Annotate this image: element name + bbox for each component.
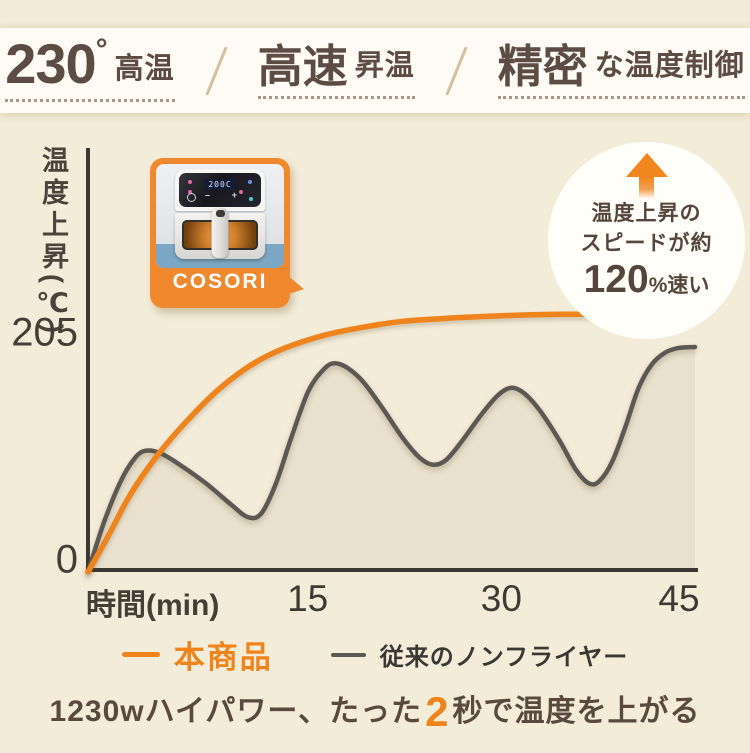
- feature-fast-label-big: 高速: [257, 40, 348, 92]
- feature-fast-heating: 高速 昇温: [257, 40, 415, 99]
- legend-label-conventional: 従来のノンフライヤー: [379, 644, 629, 671]
- control-panel: – + 200C: [179, 173, 261, 207]
- x-tick-label: 15: [287, 578, 329, 619]
- feature-banner: 230 ° 高温 高速 昇温 精密 な温度制御: [0, 28, 750, 113]
- y-tick-label: 0: [55, 537, 78, 582]
- legend-item-conventional: 従来のノンフライヤー: [330, 637, 629, 672]
- product-photo-card: – + 200C COSORI: [150, 158, 304, 308]
- conventional-curve: [85, 344, 698, 575]
- product-photo: – + 200C: [156, 164, 284, 268]
- feature-precise-label-big: 精密: [497, 40, 588, 92]
- badge-percent-row: 120 %速い: [584, 258, 710, 302]
- y-axis-title: 温度上昇(℃): [38, 146, 68, 338]
- speed-badge: 温度上昇の スピードが約 120 %速い: [548, 142, 745, 339]
- chart-legend: 本商品 従来のノンフライヤー: [0, 632, 750, 677]
- badge-percent-value: 120: [583, 257, 649, 301]
- fryer-drawer: [175, 208, 265, 259]
- degree-symbol: °: [95, 33, 108, 67]
- arrow-up-icon: [625, 153, 668, 199]
- legend-dash-conventional: [330, 652, 366, 657]
- product-curve: [85, 311, 596, 575]
- cosori-logo: COSORI: [172, 270, 268, 293]
- panel-icon: [188, 180, 192, 184]
- footer-highlight-number: 2: [425, 688, 450, 735]
- feature-precise-control: 精密 な温度制御: [497, 40, 745, 99]
- slash-divider: [445, 45, 468, 96]
- conventional-curve-fill: [88, 347, 695, 572]
- panel-icon: [239, 190, 243, 194]
- footer-text-post: 秒で温度を上がる: [452, 695, 701, 728]
- footer-text-pre: 1230wハイパワー、たった: [49, 695, 423, 728]
- x-axis-title: 時間(min): [86, 589, 220, 622]
- legend-item-product: 本商品: [121, 632, 273, 677]
- feature-fast-label-small: 昇温: [354, 50, 415, 82]
- temperature-display: 200C: [204, 179, 236, 190]
- panel-icon: [249, 197, 253, 201]
- feature-230-value: 230: [5, 32, 96, 96]
- footer-claim: 1230wハイパワー、たった2 秒で温度を上がる: [0, 686, 750, 736]
- legend-dash-product: [121, 652, 160, 657]
- power-icon: [187, 193, 196, 202]
- feature-high-temp-label: 高温: [114, 52, 175, 85]
- panel-icon: [188, 190, 192, 194]
- feature-high-temp: 230 ° 高温: [5, 32, 175, 102]
- x-tick-label: 45: [658, 578, 700, 619]
- badge-text-line2: スピードが約: [580, 232, 713, 256]
- legend-label-product: 本商品: [173, 640, 273, 675]
- y-tick-label: 205: [11, 310, 78, 355]
- feature-precise-label-small: な温度制御: [594, 50, 745, 82]
- x-tick-label: 30: [480, 578, 522, 619]
- air-fryer-illustration: – + 200C: [175, 169, 265, 263]
- panel-icon: [248, 180, 252, 184]
- badge-text-line1: 温度上昇の: [591, 202, 702, 225]
- drawer-handle: [211, 208, 229, 258]
- slash-divider: [205, 45, 228, 96]
- badge-percent-suffix: %速い: [648, 273, 710, 297]
